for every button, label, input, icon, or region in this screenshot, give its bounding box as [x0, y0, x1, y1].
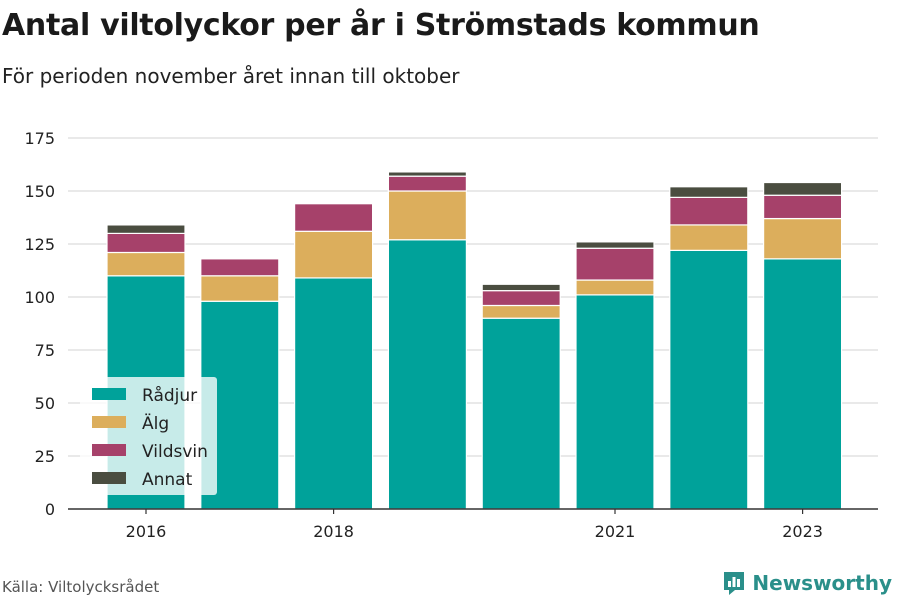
bar-segment-annat: [669, 186, 749, 198]
legend-label: Rådjur: [142, 385, 197, 406]
y-tick-label: 100: [24, 288, 55, 307]
bar-segment-vildsvin: [762, 194, 843, 220]
bar-segment-rådjur: [762, 258, 843, 510]
bar-segment-vildsvin: [387, 175, 467, 192]
y-tick-label: 125: [24, 235, 55, 254]
legend-swatch-älg: [92, 416, 126, 428]
y-tick-label: 175: [24, 129, 55, 148]
bar-segment-älg: [106, 251, 186, 277]
chart-title: Antal viltolyckor per år i Strömstads ko…: [2, 8, 760, 43]
bar-segment-vildsvin: [669, 196, 749, 226]
bar-segment-annat: [481, 283, 561, 292]
y-tick-label: 0: [45, 500, 55, 519]
bar-segment-vildsvin: [481, 290, 561, 307]
source-note: Källa: Viltolycksrådet: [2, 578, 160, 596]
legend-label: Älg: [142, 413, 169, 434]
legend-swatch-vildsvin: [92, 444, 126, 456]
x-tick-label: 2021: [595, 522, 636, 541]
bar-segment-älg: [481, 304, 561, 319]
bar-segment-rådjur: [669, 249, 749, 510]
legend-swatch-rådjur: [92, 388, 126, 400]
bar-segment-annat: [575, 241, 655, 249]
legend-label: Vildsvin: [142, 442, 208, 462]
bar-segment-vildsvin: [294, 203, 374, 232]
bar-segment-älg: [762, 217, 843, 260]
bar-segment-vildsvin: [200, 258, 280, 277]
newsworthy-icon: [724, 572, 745, 595]
brand-logo[interactable]: Newsworthy: [722, 570, 892, 596]
legend-label: Annat: [142, 470, 193, 490]
bar-segment-rådjur: [481, 317, 561, 510]
y-tick-label: 25: [35, 447, 55, 466]
bar-segment-älg: [294, 230, 374, 279]
bar-segment-annat: [106, 224, 186, 234]
bar-segment-älg: [575, 279, 655, 296]
bar-segment-annat: [762, 181, 843, 196]
bar-segment-vildsvin: [575, 247, 655, 281]
bar-segment-annat: [387, 171, 467, 177]
bar-segment-rådjur: [575, 294, 655, 510]
chart-subtitle: För perioden november året innan till ok…: [2, 64, 460, 88]
y-tick-label: 50: [35, 394, 55, 413]
bar-segment-vildsvin: [106, 232, 186, 254]
bar-segment-älg: [387, 190, 467, 241]
bar-segment-rådjur: [294, 277, 374, 510]
brand-name: Newsworthy: [752, 571, 892, 595]
x-tick-label: 2016: [126, 522, 167, 541]
legend-box: [80, 377, 217, 495]
bar-segment-rådjur: [387, 239, 467, 510]
bar-segment-älg: [200, 275, 280, 302]
y-tick-label: 75: [35, 341, 55, 360]
y-tick-label: 150: [24, 182, 55, 201]
x-tick-label: 2018: [313, 522, 354, 541]
x-tick-label: 2023: [782, 522, 823, 541]
legend-swatch-annat: [92, 472, 126, 484]
bar-segment-älg: [669, 224, 749, 251]
